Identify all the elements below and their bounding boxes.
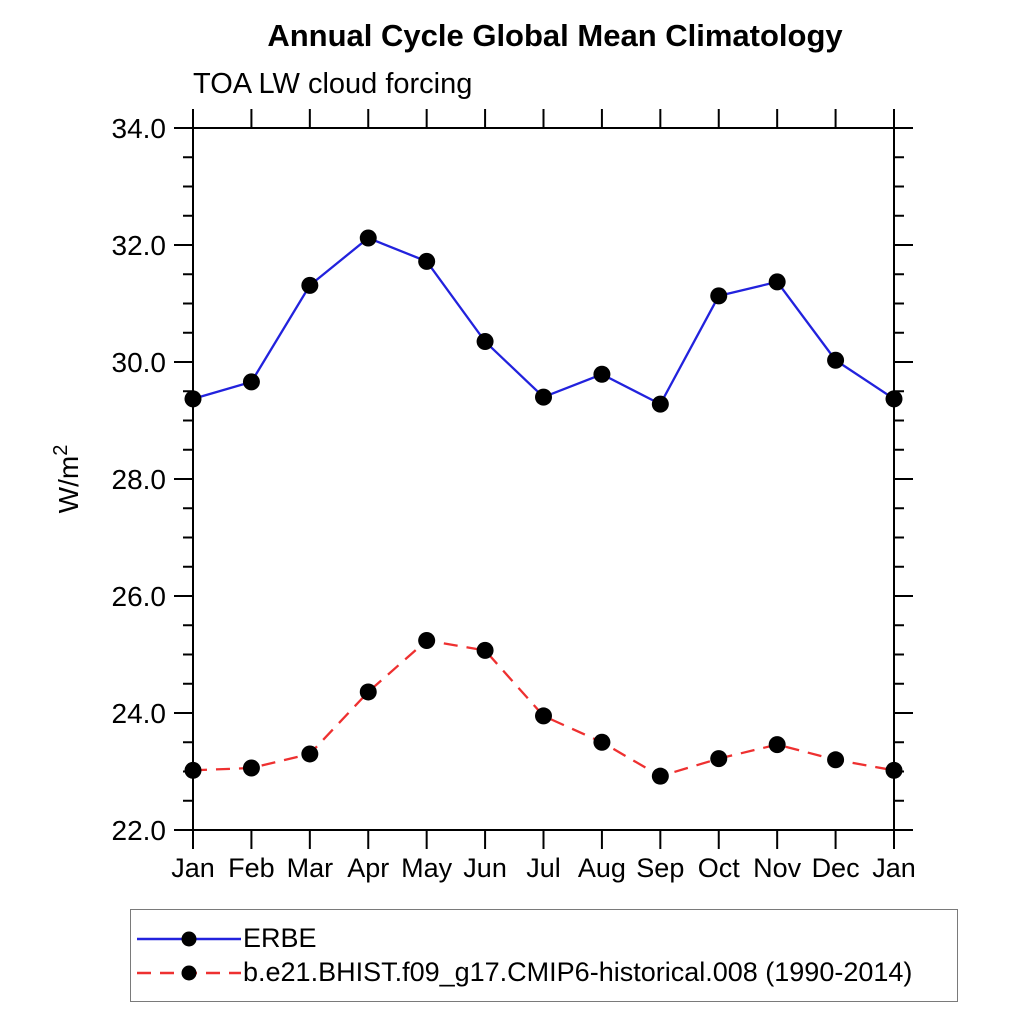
legend-sample-solid-line-icon (137, 931, 241, 946)
x-tick-label: Jun (463, 853, 507, 883)
data-point-model-4 (418, 631, 436, 649)
legend-label-erbe: ERBE (243, 923, 317, 953)
y-axis-ticks (174, 127, 913, 831)
y-tick-label: 26.0 (112, 581, 167, 612)
x-tick-label: Apr (347, 853, 389, 883)
data-point-model-9 (710, 750, 728, 768)
plot-border (192, 127, 895, 831)
x-tick-label: Dec (812, 853, 860, 883)
x-tick-label: Nov (753, 853, 802, 883)
chart-subtitle: TOA LW cloud forcing (193, 68, 473, 100)
data-point-model-10 (768, 736, 786, 754)
data-point-erbe-4 (418, 252, 436, 270)
data-point-erbe-8 (651, 395, 669, 413)
y-axis-tick-labels: 22.0 24.0 26.0 28.0 30.0 32.0 34.0 (112, 113, 167, 846)
data-point-erbe-9 (710, 287, 728, 305)
x-tick-label: Aug (578, 853, 626, 883)
series-line-erbe (192, 236, 895, 406)
chart-title: Annual Cycle Global Mean Climatology (267, 18, 843, 53)
data-point-model-3 (359, 683, 377, 701)
data-point-erbe-12 (885, 390, 903, 408)
y-tick-label: 32.0 (112, 230, 167, 261)
data-point-erbe-6 (535, 388, 552, 406)
x-tick-label: Jul (526, 853, 561, 883)
data-point-model-2 (301, 745, 319, 763)
x-tick-label: Jan (872, 853, 916, 883)
y-tick-label: 34.0 (112, 113, 167, 144)
x-axis-tick-labels: Jan Feb Mar Apr May Jun Jul Aug Sep Oct Nov Dec Jan (171, 853, 916, 883)
data-point-model-8 (651, 767, 669, 785)
y-tick-label: 30.0 (112, 347, 167, 378)
data-point-erbe-1 (242, 373, 260, 391)
data-point-model-1 (242, 759, 260, 777)
x-axis-ticks (192, 109, 895, 849)
x-tick-label: Feb (228, 853, 275, 883)
data-point-model-6 (535, 707, 552, 725)
legend-sample-dashed-line-icon (137, 965, 241, 980)
y-tick-label: 28.0 (112, 464, 167, 495)
data-point-model-11 (827, 751, 845, 769)
legend-row-erbe: ERBE (131, 923, 957, 955)
data-series (184, 229, 903, 785)
data-point-erbe-5 (476, 333, 494, 351)
y-tick-label: 22.0 (112, 815, 167, 846)
x-tick-label: May (401, 853, 453, 883)
data-point-model-12 (885, 761, 903, 779)
data-point-model-0 (184, 761, 202, 779)
x-tick-label: Sep (636, 853, 684, 883)
data-point-erbe-11 (827, 351, 845, 369)
x-tick-label: Jan (171, 853, 215, 883)
data-point-erbe-0 (184, 390, 202, 408)
data-point-model-5 (476, 641, 494, 659)
legend-row-model: b.e21.BHIST.f09_g17.CMIP6-historical.008… (131, 957, 957, 989)
legend-label-model: b.e21.BHIST.f09_g17.CMIP6-historical.008… (243, 957, 913, 987)
axes: Jan Feb Mar Apr May Jun Jul Aug Sep Oct Nov Dec Jan2… (112, 109, 916, 883)
data-point-erbe-3 (359, 229, 377, 247)
x-tick-label: Oct (698, 853, 741, 883)
data-point-erbe-10 (768, 273, 786, 291)
y-axis-label: W/m2 (50, 445, 84, 514)
data-point-model-7 (593, 733, 611, 751)
data-point-erbe-2 (301, 276, 319, 294)
data-point-erbe-7 (593, 365, 611, 383)
y-tick-label: 24.0 (112, 698, 167, 729)
legend: ERBE b.e21.BHIST.f09_g17.CMIP6-historica… (130, 909, 958, 1002)
x-tick-label: Mar (287, 853, 334, 883)
